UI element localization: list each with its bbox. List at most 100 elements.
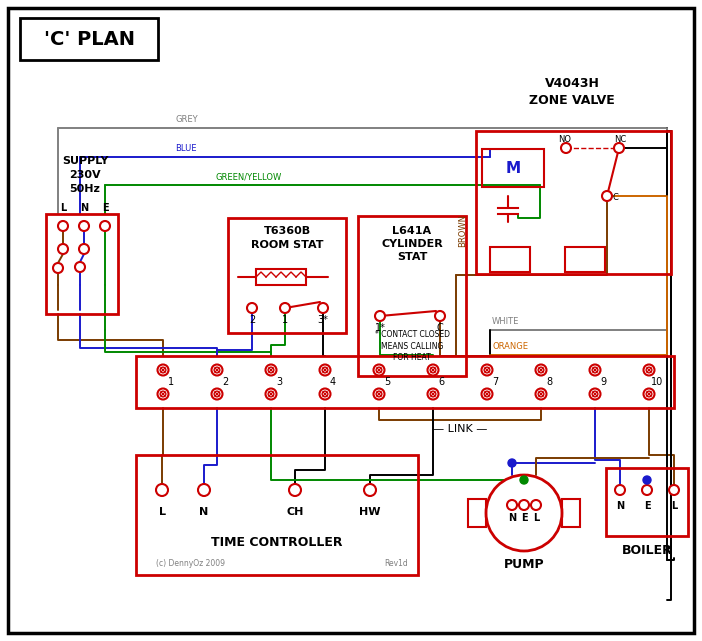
- Circle shape: [373, 388, 385, 399]
- Circle shape: [602, 191, 612, 201]
- Text: 7: 7: [492, 377, 498, 387]
- Text: 1: 1: [282, 315, 288, 325]
- Circle shape: [669, 485, 679, 495]
- Circle shape: [482, 365, 493, 376]
- Circle shape: [157, 388, 168, 399]
- Text: NO: NO: [559, 135, 571, 144]
- Circle shape: [53, 263, 63, 273]
- Bar: [256, 269, 306, 285]
- Text: N: N: [508, 513, 516, 523]
- Circle shape: [538, 391, 544, 397]
- Circle shape: [289, 484, 301, 496]
- Bar: [358, 216, 466, 376]
- Circle shape: [484, 391, 490, 397]
- Circle shape: [615, 485, 625, 495]
- Circle shape: [79, 221, 89, 231]
- Text: BROWN: BROWN: [458, 213, 467, 247]
- Circle shape: [561, 143, 571, 153]
- Circle shape: [531, 500, 541, 510]
- Text: 4: 4: [330, 377, 336, 387]
- Text: L: L: [533, 513, 539, 523]
- Circle shape: [428, 388, 439, 399]
- Circle shape: [268, 367, 274, 373]
- Circle shape: [75, 262, 85, 272]
- Circle shape: [265, 365, 277, 376]
- Bar: [46, 214, 118, 314]
- Bar: [136, 455, 418, 575]
- Text: NC: NC: [614, 135, 626, 144]
- Text: C: C: [437, 323, 444, 333]
- Text: ORANGE: ORANGE: [492, 342, 528, 351]
- Circle shape: [214, 367, 220, 373]
- Text: 5: 5: [384, 377, 390, 387]
- Circle shape: [214, 391, 220, 397]
- Circle shape: [644, 365, 654, 376]
- Text: 3: 3: [276, 377, 282, 387]
- Text: L: L: [60, 203, 66, 213]
- Circle shape: [364, 484, 376, 496]
- Circle shape: [79, 244, 89, 254]
- Bar: [20, 18, 158, 60]
- Text: BOILER: BOILER: [622, 544, 673, 556]
- Text: M: M: [505, 160, 521, 176]
- Circle shape: [538, 367, 544, 373]
- Circle shape: [592, 391, 598, 397]
- Circle shape: [58, 244, 68, 254]
- Text: WHITE: WHITE: [492, 317, 519, 326]
- Circle shape: [508, 459, 516, 467]
- Circle shape: [484, 367, 490, 373]
- Circle shape: [430, 391, 436, 397]
- Circle shape: [643, 476, 651, 484]
- Circle shape: [280, 303, 290, 313]
- Text: * CONTACT CLOSED
MEANS CALLING
FOR HEAT: * CONTACT CLOSED MEANS CALLING FOR HEAT: [374, 330, 449, 362]
- Circle shape: [247, 303, 257, 313]
- Bar: [565, 247, 605, 272]
- Circle shape: [318, 303, 328, 313]
- Circle shape: [322, 391, 328, 397]
- Text: 'C' PLAN: 'C' PLAN: [44, 29, 135, 49]
- Circle shape: [428, 365, 439, 376]
- Circle shape: [486, 475, 562, 551]
- Circle shape: [507, 500, 517, 510]
- Circle shape: [160, 367, 166, 373]
- Circle shape: [646, 367, 652, 373]
- Circle shape: [435, 311, 445, 321]
- Text: 9: 9: [600, 377, 606, 387]
- Bar: [228, 218, 346, 333]
- Circle shape: [482, 388, 493, 399]
- Circle shape: [160, 391, 166, 397]
- Text: T6360B
ROOM STAT: T6360B ROOM STAT: [251, 226, 323, 249]
- Text: 8: 8: [546, 377, 552, 387]
- Text: 1*: 1*: [375, 323, 385, 333]
- Circle shape: [536, 365, 546, 376]
- Text: L: L: [159, 507, 166, 517]
- Circle shape: [58, 221, 68, 231]
- Bar: [136, 356, 674, 408]
- Circle shape: [319, 388, 331, 399]
- Circle shape: [519, 500, 529, 510]
- Text: E: E: [521, 513, 527, 523]
- Text: CH: CH: [286, 507, 304, 517]
- Circle shape: [646, 391, 652, 397]
- Circle shape: [430, 367, 436, 373]
- Text: N: N: [616, 501, 624, 511]
- Text: 2: 2: [222, 377, 228, 387]
- Bar: [562, 499, 580, 527]
- Text: 3*: 3*: [317, 315, 329, 325]
- Text: V4043H
ZONE VALVE: V4043H ZONE VALVE: [529, 77, 615, 107]
- Text: PUMP: PUMP: [504, 558, 544, 572]
- Text: 1: 1: [168, 377, 174, 387]
- Text: C: C: [612, 192, 618, 201]
- Text: N: N: [199, 507, 208, 517]
- Text: — LINK —: — LINK —: [433, 424, 487, 434]
- Circle shape: [614, 143, 624, 153]
- Circle shape: [590, 365, 600, 376]
- Text: E: E: [102, 203, 108, 213]
- Text: Rev1d: Rev1d: [384, 558, 408, 567]
- Circle shape: [322, 367, 328, 373]
- Text: 10: 10: [651, 377, 663, 387]
- Circle shape: [642, 485, 652, 495]
- Circle shape: [211, 365, 223, 376]
- Bar: [482, 149, 544, 187]
- Text: GREY: GREY: [175, 115, 198, 124]
